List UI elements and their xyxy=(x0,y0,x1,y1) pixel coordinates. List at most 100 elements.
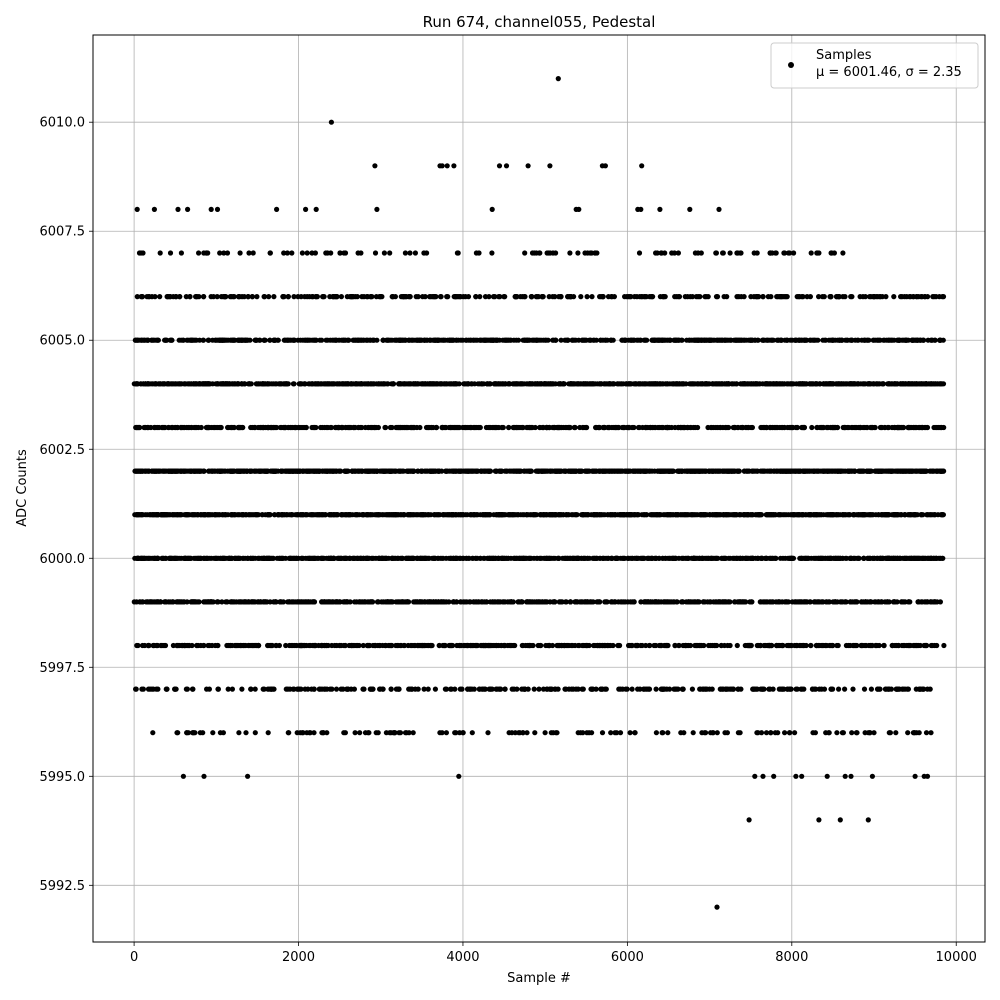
data-point xyxy=(671,337,677,343)
data-point xyxy=(875,468,881,474)
data-point xyxy=(151,206,157,212)
data-point xyxy=(267,337,273,343)
data-point xyxy=(281,250,287,256)
data-point xyxy=(830,337,836,343)
data-point xyxy=(684,468,690,474)
data-point xyxy=(453,468,459,474)
data-point xyxy=(571,468,577,474)
data-point xyxy=(740,424,746,431)
data-point xyxy=(267,250,273,256)
data-point xyxy=(265,424,271,431)
data-point xyxy=(387,424,393,431)
data-point xyxy=(266,381,273,387)
data-point xyxy=(140,250,146,256)
data-point xyxy=(177,294,183,300)
data-point xyxy=(304,250,310,256)
data-point xyxy=(416,337,422,343)
data-point xyxy=(587,250,593,256)
data-point xyxy=(875,512,881,518)
data-point xyxy=(897,468,903,474)
data-point xyxy=(877,294,883,300)
data-point xyxy=(582,337,589,343)
data-point xyxy=(836,294,842,300)
data-point xyxy=(637,337,643,343)
data-point xyxy=(619,512,625,518)
data-point xyxy=(827,381,833,387)
data-point xyxy=(748,512,754,518)
data-point xyxy=(240,424,246,431)
data-point xyxy=(150,512,156,518)
data-point xyxy=(597,294,603,300)
data-point xyxy=(374,206,380,212)
data-point xyxy=(448,468,454,474)
data-point xyxy=(726,468,732,474)
data-point xyxy=(164,294,170,300)
data-point xyxy=(372,163,378,169)
data-point xyxy=(641,337,647,343)
data-point xyxy=(466,468,473,474)
data-point xyxy=(634,512,641,518)
data-point xyxy=(867,424,874,431)
data-point xyxy=(877,424,884,431)
data-point xyxy=(314,512,320,518)
data-point xyxy=(411,424,417,431)
data-point xyxy=(370,337,376,343)
data-point xyxy=(810,381,816,387)
data-point xyxy=(735,468,741,474)
data-point xyxy=(321,294,327,300)
data-point xyxy=(157,250,163,256)
data-point xyxy=(192,468,198,474)
data-point xyxy=(363,337,369,343)
data-point xyxy=(350,468,356,474)
data-point xyxy=(162,337,169,343)
data-point xyxy=(434,381,440,387)
data-point xyxy=(244,337,250,343)
data-point xyxy=(245,294,251,300)
data-point xyxy=(901,294,908,300)
data-point xyxy=(155,424,161,431)
data-point xyxy=(672,294,678,300)
data-point xyxy=(769,337,775,343)
data-point xyxy=(874,381,880,387)
data-point xyxy=(402,337,408,343)
data-point xyxy=(529,294,535,300)
data-point xyxy=(392,512,398,518)
data-point xyxy=(472,424,478,431)
data-point xyxy=(217,250,223,256)
data-point xyxy=(750,337,756,343)
data-point xyxy=(336,337,342,343)
data-point xyxy=(555,76,561,82)
data-point xyxy=(243,512,250,518)
data-point xyxy=(532,381,538,387)
data-point xyxy=(309,424,315,431)
data-point xyxy=(254,381,260,387)
data-point xyxy=(848,381,854,387)
data-point xyxy=(692,250,699,256)
data-point xyxy=(851,424,857,431)
data-point xyxy=(772,424,778,431)
data-point xyxy=(553,337,559,343)
data-point xyxy=(854,337,861,343)
data-point xyxy=(822,337,828,343)
data-point xyxy=(600,294,606,300)
data-point xyxy=(894,381,900,387)
data-point xyxy=(174,424,181,431)
data-point xyxy=(759,424,765,431)
data-point xyxy=(392,337,398,343)
data-point xyxy=(253,337,259,343)
data-point xyxy=(161,381,167,387)
data-point xyxy=(717,468,723,474)
data-point xyxy=(342,337,348,343)
data-point xyxy=(538,468,545,474)
data-point xyxy=(741,337,747,343)
data-point xyxy=(840,424,846,431)
data-point xyxy=(764,381,771,387)
data-point xyxy=(665,381,671,387)
data-point xyxy=(679,468,685,474)
data-point xyxy=(713,294,720,300)
data-point xyxy=(670,512,676,518)
data-point xyxy=(701,337,708,343)
data-point xyxy=(667,337,673,343)
data-point xyxy=(302,512,308,518)
data-point xyxy=(767,250,773,256)
